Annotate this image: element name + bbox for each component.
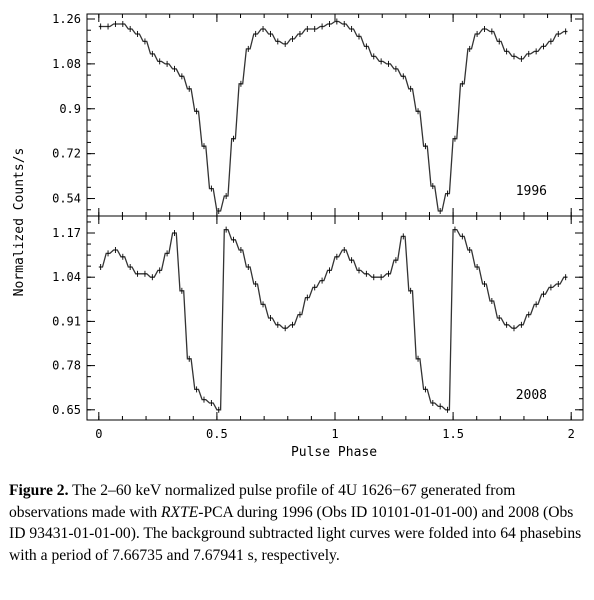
caption-text-part1: The 2–60 keV normalized pulse profile of…: [9, 482, 516, 521]
y-tick-label: 0.91: [52, 314, 81, 328]
pulse-profile-figure: 0.54 0.72 0.9 1.08 1.26 1996 0.65 0.78 0.91 1.04 1…: [12, 12, 584, 460]
figure-caption: Figure 2. The 2–60 keV normalized pulse …: [9, 480, 585, 566]
panel-2008: 0.65 0.78 0.91 1.04 1.17 0 0.5 1 1.5 2 2008: [52, 215, 584, 441]
y-tick-label: 0.9: [59, 102, 81, 116]
y-tick-label: 0.78: [52, 359, 81, 373]
panel-1996: 0.54 0.72 0.9 1.08 1.26 1996: [52, 12, 584, 217]
y-tick-label: 1.04: [52, 270, 81, 284]
panel-frame: [86, 215, 584, 421]
x-tick-label: 0: [95, 427, 102, 441]
x-axis-label: Pulse Phase: [291, 445, 377, 460]
panel-frame: [86, 13, 584, 217]
caption-text-part2: -PCA during 1996 (Obs ID 10101-01-01-00)…: [9, 503, 582, 564]
y-tick-label: 0.65: [52, 403, 81, 417]
y-axis-label: Normalized Counts/s: [12, 148, 27, 297]
y-tick-label: 0.54: [52, 192, 81, 206]
caption-instrument: RXTE: [161, 503, 199, 521]
x-tick-label: 0.5: [206, 427, 228, 441]
x-tick-label: 1: [331, 427, 338, 441]
profile-series: [98, 20, 568, 212]
panel-year-label: 1996: [516, 184, 547, 199]
caption-label: Figure 2.: [9, 482, 69, 499]
x-tick-label: 1.5: [442, 427, 464, 441]
y-tick-label: 0.72: [52, 147, 81, 161]
x-tick-label: 2: [568, 427, 575, 441]
y-tick-label: 1.17: [52, 226, 81, 240]
y-tick-label: 1.26: [52, 12, 81, 26]
y-tick-label: 1.08: [52, 57, 81, 71]
profile-series: [98, 228, 568, 411]
panel-year-label: 2008: [516, 388, 547, 403]
